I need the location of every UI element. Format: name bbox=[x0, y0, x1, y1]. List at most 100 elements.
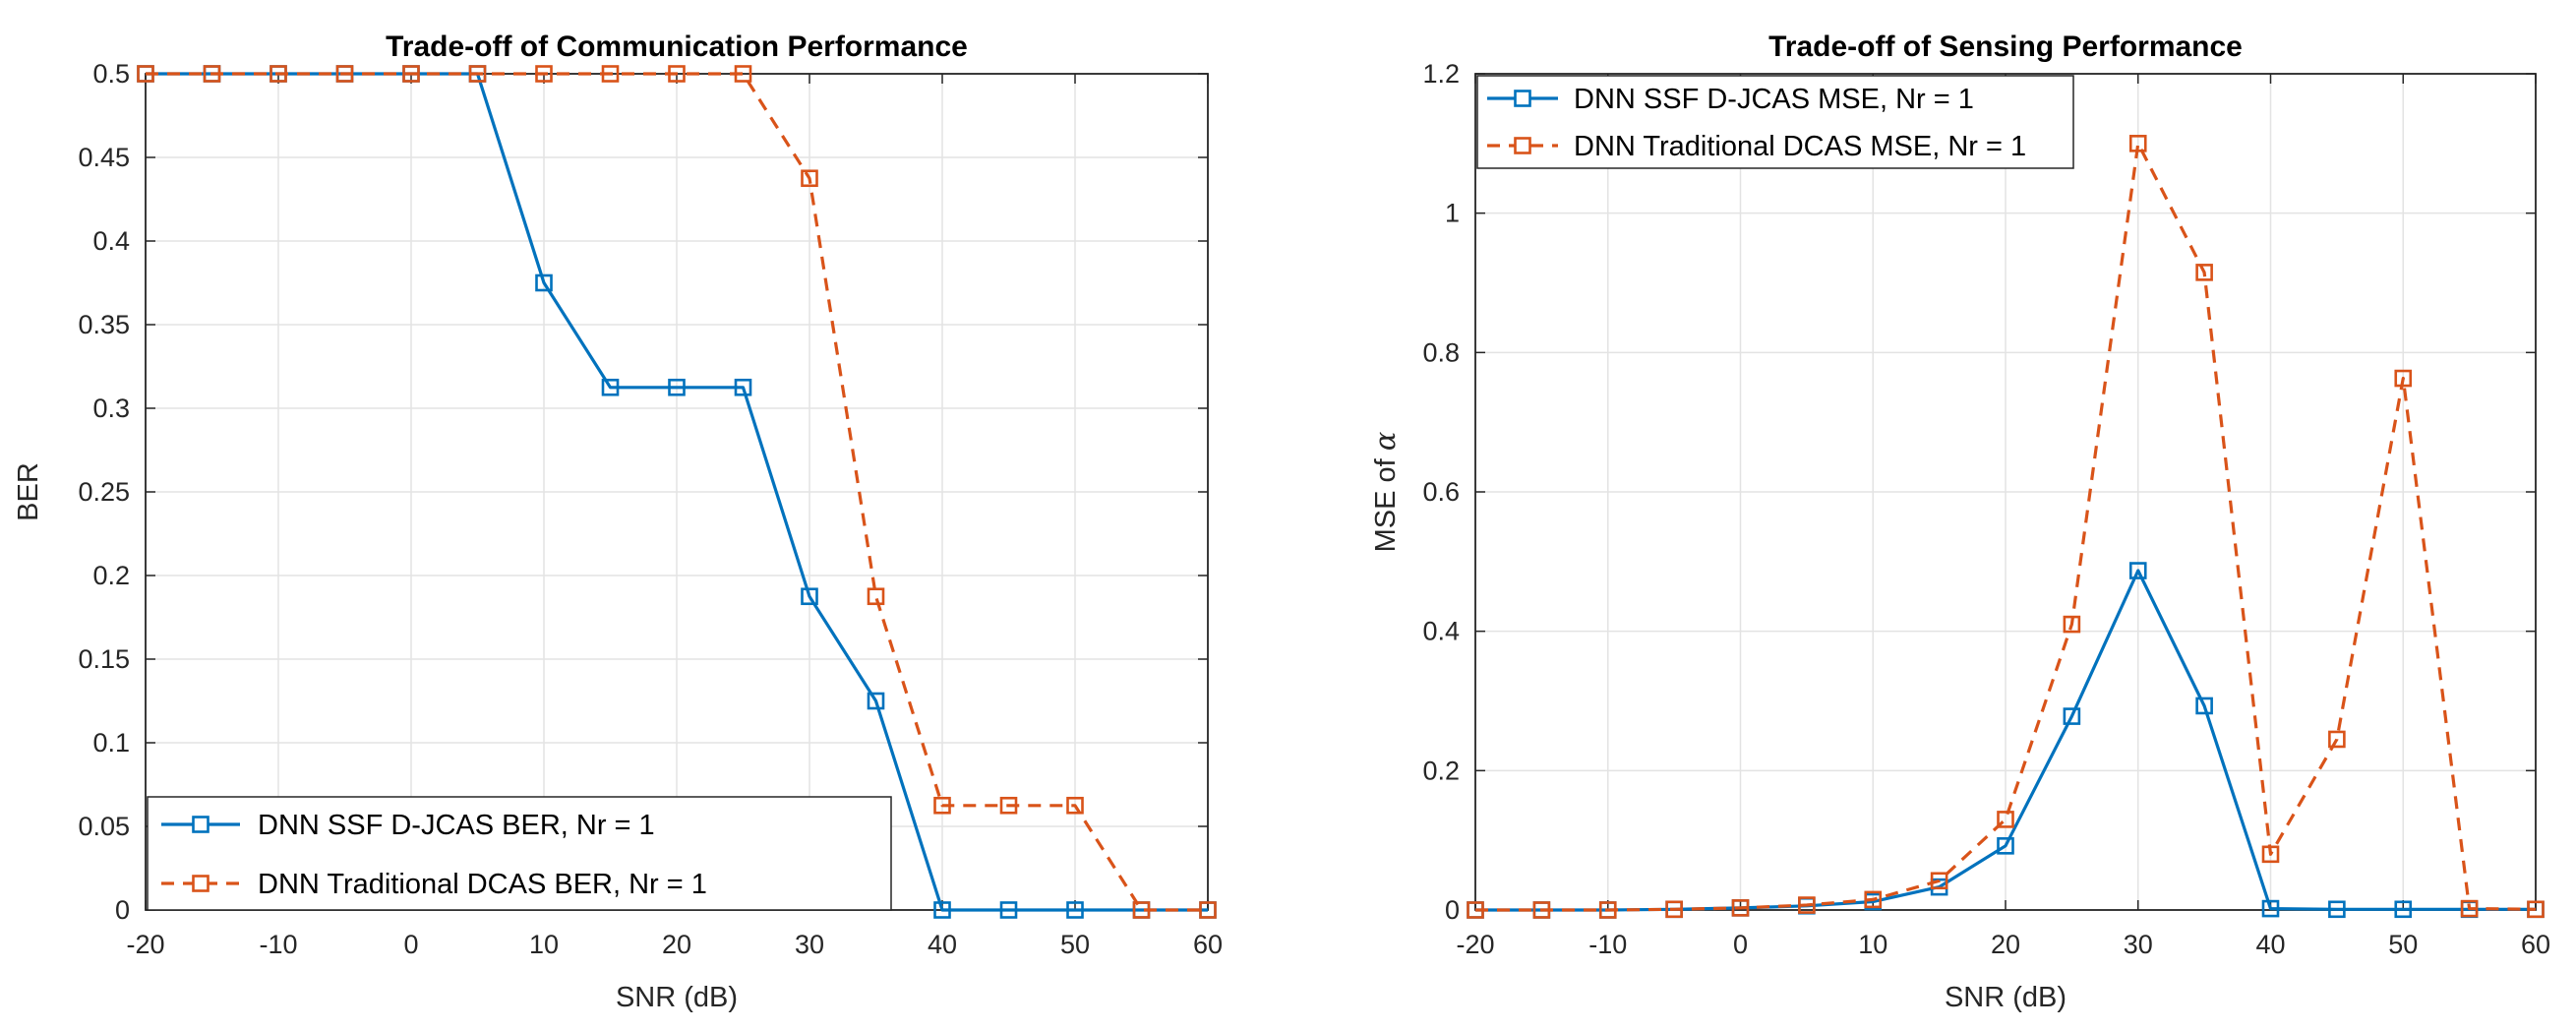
legend-entry-label: DNN Traditional DCAS BER, Nr = 1 bbox=[258, 869, 707, 900]
x-tick-label: 10 bbox=[529, 930, 559, 959]
x-tick-label: -10 bbox=[1588, 930, 1627, 959]
legend-entry-label: DNN Traditional DCAS MSE, Nr = 1 bbox=[1574, 131, 2026, 162]
data-point-marker bbox=[2460, 899, 2479, 918]
chart-title: Trade-off of Sensing Performance bbox=[1768, 30, 2243, 63]
data-point-marker bbox=[2328, 900, 2346, 919]
chart-1: -20 -10 0 10 20 30 40 50 60 0 0.05 0.1 0.15 0.2 0.25 0.… bbox=[13, 30, 1223, 1013]
x-tick-label: 20 bbox=[1991, 930, 2020, 959]
data-point-marker bbox=[1930, 872, 1948, 890]
x-axis-label: SNR (dB) bbox=[1945, 982, 2067, 1013]
y-tick-label: 0.2 bbox=[1422, 756, 1460, 785]
data-point-marker bbox=[2261, 845, 2280, 864]
legend: DNN SSF D-JCAS BER, Nr = 1 DNN Traditiona… bbox=[147, 796, 892, 911]
data-point-marker bbox=[1864, 890, 1883, 909]
data-point-marker bbox=[801, 169, 818, 188]
y-tick-label: 0.1 bbox=[92, 728, 130, 758]
data-point-marker bbox=[1997, 837, 2014, 855]
data-point-marker bbox=[468, 65, 487, 83]
data-point-marker bbox=[1532, 901, 1551, 919]
data-point-marker bbox=[734, 378, 752, 396]
x-tick-label: 10 bbox=[1858, 930, 1887, 959]
y-tick-label: 0.25 bbox=[78, 477, 130, 507]
x-tick-label: 0 bbox=[403, 930, 418, 959]
data-point-marker bbox=[668, 65, 686, 83]
y-tick-label: 0.35 bbox=[78, 310, 130, 339]
y-tick-label: 1.2 bbox=[1422, 59, 1460, 89]
legend-entry-label: DNN SSF D-JCAS BER, Nr = 1 bbox=[258, 810, 655, 841]
y-tick-label: 0 bbox=[1445, 895, 1460, 925]
legend-box bbox=[147, 796, 892, 911]
y-tick-label: 0.4 bbox=[92, 226, 130, 256]
x-tick-label: 50 bbox=[1060, 930, 1090, 959]
data-point-marker bbox=[801, 587, 818, 606]
series-2 bbox=[137, 65, 1217, 919]
y-tick-label: 0.3 bbox=[92, 394, 130, 423]
x-tick-label: 30 bbox=[2124, 930, 2153, 959]
data-point-marker bbox=[933, 901, 951, 919]
data-point-marker bbox=[1598, 901, 1617, 919]
legend-swatch-marker bbox=[1514, 137, 1531, 154]
data-point-marker bbox=[2394, 369, 2413, 388]
y-tick-label: 0 bbox=[115, 895, 130, 925]
data-point-marker bbox=[1997, 811, 2014, 828]
x-tick-label: 60 bbox=[1193, 930, 1223, 959]
series-2 bbox=[1467, 135, 2545, 919]
data-point-marker bbox=[2128, 562, 2147, 579]
x-axis-label: SNR (dB) bbox=[616, 982, 738, 1013]
y-tick-label: 0.15 bbox=[78, 644, 130, 674]
y-tick-label: 0.05 bbox=[78, 812, 130, 841]
x-tick-label: 60 bbox=[2521, 930, 2550, 959]
data-point-marker bbox=[2063, 615, 2081, 634]
data-point-marker bbox=[2128, 135, 2147, 152]
data-point-marker bbox=[999, 901, 1018, 919]
data-point-marker bbox=[734, 65, 752, 83]
data-point-marker bbox=[1066, 901, 1084, 919]
data-point-marker bbox=[2195, 264, 2213, 281]
x-tick-label: 30 bbox=[795, 930, 824, 959]
y-axis-label-symbol: α bbox=[1368, 432, 1402, 452]
data-point-marker bbox=[2527, 900, 2545, 919]
x-tick-label: 40 bbox=[928, 930, 957, 959]
data-point-marker bbox=[867, 692, 885, 710]
x-tick-label: 40 bbox=[2255, 930, 2285, 959]
x-tick-label: 20 bbox=[662, 930, 691, 959]
data-point-marker bbox=[535, 65, 553, 83]
y-axis-label-text: MSE of bbox=[1370, 451, 1402, 552]
data-point-marker bbox=[867, 587, 885, 606]
y-tick-label: 0.45 bbox=[78, 143, 130, 172]
data-point-marker bbox=[668, 378, 686, 396]
legend-swatch-marker bbox=[192, 875, 210, 892]
y-axis-label: MSE of α bbox=[1368, 432, 1402, 553]
data-point-marker bbox=[1199, 901, 1217, 919]
data-point-marker bbox=[402, 65, 420, 83]
series-line bbox=[146, 72, 1208, 912]
data-point-marker bbox=[2394, 900, 2413, 919]
x-tick-label: 50 bbox=[2388, 930, 2418, 959]
x-tick-label: 0 bbox=[1733, 930, 1748, 959]
legend-box bbox=[1476, 75, 2074, 169]
data-point-marker bbox=[1731, 899, 1750, 917]
chart-2: -20 -10 0 10 20 30 40 50 60 0 0.2 0.4 0.6 0.8 1 1.2 Trad… bbox=[1368, 30, 2550, 1013]
data-point-marker bbox=[203, 65, 221, 83]
data-point-marker bbox=[335, 65, 354, 83]
data-point-marker bbox=[270, 65, 287, 83]
data-point-marker bbox=[2063, 707, 2081, 725]
y-tick-label: 0.6 bbox=[1422, 477, 1460, 507]
y-tick-label: 0.8 bbox=[1422, 337, 1460, 367]
data-point-marker bbox=[2261, 899, 2280, 918]
legend: DNN SSF D-JCAS MSE, Nr = 1 DNN Traditiona… bbox=[1476, 75, 2074, 169]
data-point-marker bbox=[1132, 901, 1151, 919]
y-tick-label: 0.2 bbox=[92, 561, 130, 590]
data-point-marker bbox=[601, 65, 620, 83]
data-point-marker bbox=[1798, 896, 1816, 914]
data-point-marker bbox=[2328, 730, 2346, 749]
data-point-marker bbox=[1066, 796, 1084, 815]
x-tick-label: -10 bbox=[259, 930, 297, 959]
x-tick-label: -20 bbox=[1456, 930, 1494, 959]
legend-swatch-marker bbox=[192, 816, 210, 833]
series-line bbox=[1475, 142, 2537, 912]
x-tick-label: -20 bbox=[126, 930, 164, 959]
y-tick-label: 1 bbox=[1445, 199, 1460, 228]
data-point-marker bbox=[535, 273, 553, 292]
